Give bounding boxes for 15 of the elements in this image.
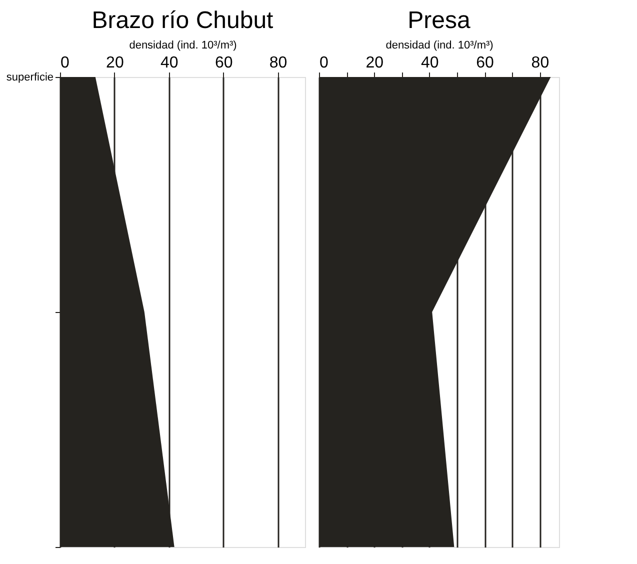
x-axis-title: densidad (ind. 10³/m³) (129, 40, 237, 52)
x-tick-label: 80 (531, 54, 550, 72)
x-axis-title: densidad (ind. 10³/m³) (386, 40, 494, 52)
x-tick-label: 0 (60, 54, 70, 72)
x-tick-label: 0 (320, 54, 328, 72)
x-tick-label: 60 (476, 54, 494, 72)
x-tick-label: 80 (269, 54, 288, 72)
x-tick-label: 60 (214, 54, 233, 72)
x-tick-label: 20 (106, 54, 124, 72)
y-tick-label: superficie (6, 72, 54, 84)
x-tick-label: 40 (420, 54, 439, 72)
x-tick-label: 40 (160, 54, 178, 72)
chart-title: Presa (408, 7, 471, 34)
chart-title: Brazo río Chubut (92, 7, 274, 34)
x-tick-label: 20 (366, 54, 384, 72)
